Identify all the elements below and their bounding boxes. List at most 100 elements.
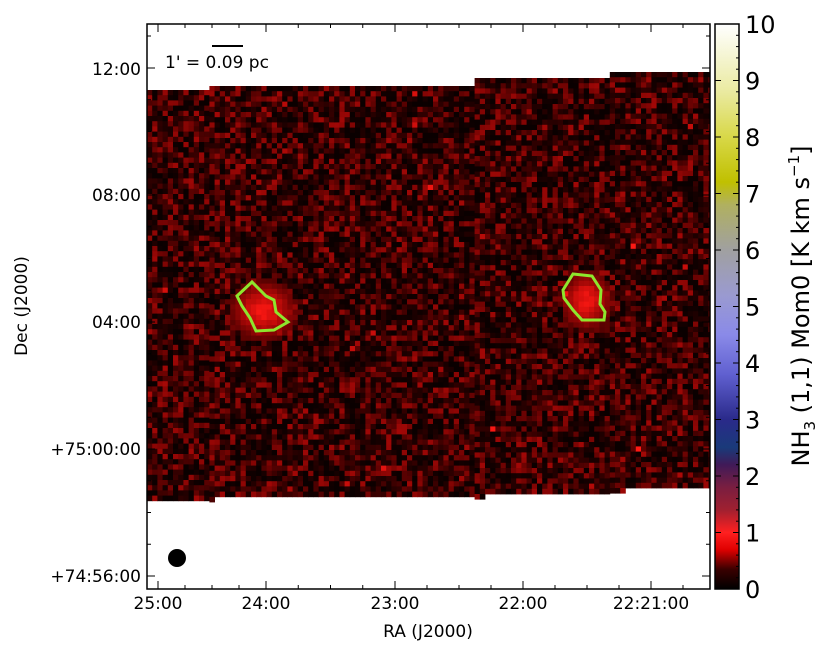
heatmap-cell: [271, 164, 278, 170]
heatmap-cell: [401, 127, 408, 134]
heatmap-cell: [401, 465, 408, 472]
heatmap-cell: [422, 242, 429, 248]
heatmap-cell: [422, 268, 429, 274]
heatmap-cell: [214, 278, 221, 284]
heatmap-cell: [167, 100, 174, 106]
heatmap-cell: [448, 288, 455, 295]
heatmap-cell: [323, 387, 330, 394]
heatmap-cell: [240, 486, 247, 492]
heatmap-cell: [271, 158, 278, 165]
heatmap-cell: [407, 257, 413, 264]
heatmap-cell: [256, 91, 262, 97]
heatmap-cell: [219, 335, 226, 342]
heatmap-cell: [282, 486, 288, 492]
heatmap-cell: [339, 325, 345, 331]
heatmap-cell: [266, 460, 273, 466]
heatmap-cell: [365, 465, 371, 472]
heatmap-cell: [261, 117, 267, 123]
heatmap-cell: [448, 117, 455, 123]
heatmap-cell: [412, 143, 418, 149]
heatmap-cell: [261, 190, 267, 196]
heatmap-cell: [417, 486, 423, 492]
heatmap-cell: [240, 325, 247, 331]
heatmap-cell: [469, 112, 475, 118]
heatmap-cell: [469, 132, 475, 139]
heatmap-cell: [287, 465, 293, 472]
heatmap-cell: [178, 136, 184, 143]
heatmap-cell: [235, 273, 241, 279]
heatmap-cell: [261, 424, 267, 430]
heatmap-cell: [386, 314, 392, 321]
heatmap-cell: [443, 434, 449, 440]
heatmap-cell: [230, 465, 236, 472]
heatmap-cell: [152, 422, 158, 429]
heatmap-cell: [412, 106, 418, 113]
heatmap-cell: [297, 309, 304, 316]
heatmap-cell: [282, 236, 288, 243]
heatmap-cell: [448, 403, 455, 409]
heatmap-cell: [256, 138, 262, 144]
heatmap-cell: [287, 304, 293, 310]
heatmap-cell: [199, 178, 205, 184]
heatmap-cell: [162, 230, 169, 236]
heatmap-cell: [178, 131, 184, 138]
heatmap-cell: [370, 127, 377, 134]
heatmap-cell: [219, 424, 226, 430]
heatmap-cell: [433, 403, 439, 409]
heatmap-cell: [401, 278, 408, 284]
heatmap-cell: [277, 257, 283, 264]
heatmap-cell: [360, 122, 366, 128]
heatmap-cell: [152, 225, 158, 231]
heatmap-cell: [329, 132, 335, 139]
heatmap-cell: [422, 476, 429, 482]
heatmap-cell: [370, 460, 377, 466]
heatmap-cell: [412, 205, 418, 212]
heatmap-cell: [370, 320, 377, 326]
heatmap-cell: [193, 324, 200, 330]
heatmap-cell: [474, 166, 481, 172]
heatmap-cell: [209, 429, 215, 435]
heatmap-cell: [375, 470, 382, 477]
heatmap-cell: [396, 325, 403, 331]
heatmap-cell: [308, 101, 314, 108]
heatmap-cell: [438, 190, 444, 196]
heatmap-cell: [193, 329, 200, 335]
heatmap-cell: [245, 398, 252, 404]
heatmap-cell: [396, 221, 403, 227]
heatmap-cell: [167, 214, 174, 221]
heatmap-cell: [365, 138, 371, 144]
heatmap-cell: [230, 346, 236, 352]
heatmap-cell: [219, 148, 226, 154]
heatmap-cell: [386, 424, 392, 430]
heatmap-cell: [230, 294, 236, 300]
heatmap-cell: [261, 236, 267, 243]
heatmap-cell: [401, 226, 408, 232]
heatmap-cell: [349, 106, 356, 113]
heatmap-cell: [349, 169, 356, 175]
heatmap-cell: [147, 131, 153, 138]
heatmap-cell: [349, 96, 356, 102]
heatmap-cell: [334, 195, 340, 201]
heatmap-cell: [412, 122, 418, 128]
heatmap-cell: [209, 330, 215, 336]
heatmap-cell: [375, 86, 382, 92]
heatmap-cell: [459, 465, 465, 472]
heatmap-cell: [219, 179, 226, 186]
heatmap-cell: [412, 268, 418, 274]
heatmap-cell: [277, 122, 283, 128]
heatmap-cell: [230, 377, 236, 383]
heatmap-cell: [266, 309, 273, 316]
heatmap-cell: [396, 143, 403, 149]
heatmap-cell: [339, 169, 345, 175]
heatmap-cell: [193, 318, 200, 325]
heatmap-cell: [433, 439, 439, 446]
heatmap-cell: [162, 324, 169, 330]
heatmap-cell: [355, 268, 361, 274]
heatmap-cell: [334, 122, 340, 128]
heatmap-cell: [407, 153, 413, 160]
heatmap-cell: [375, 366, 382, 373]
heatmap-cell: [329, 91, 335, 97]
heatmap-cell: [303, 439, 309, 446]
heatmap-cell: [443, 86, 449, 92]
heatmap-cell: [178, 391, 184, 398]
